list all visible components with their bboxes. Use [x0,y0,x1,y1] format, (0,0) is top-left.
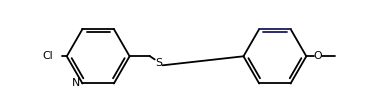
Text: N: N [72,78,80,88]
Text: O: O [314,51,322,61]
Text: S: S [155,58,162,68]
Text: Cl: Cl [43,51,54,61]
